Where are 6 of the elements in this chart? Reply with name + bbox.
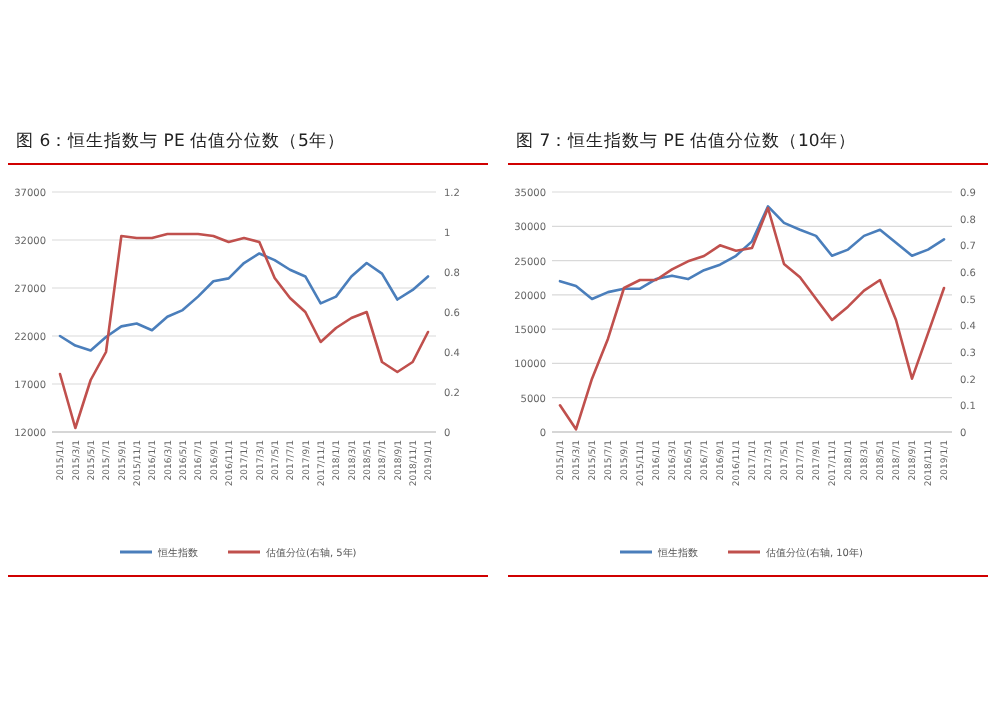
chart-title: 图 6：恒生指数与 PE 估值分位数（5年） xyxy=(16,130,345,152)
line-series xyxy=(558,206,946,431)
line-series xyxy=(558,205,946,301)
line-series xyxy=(58,252,430,352)
chart-title: 图 7：恒生指数与 PE 估值分位数（10年） xyxy=(516,130,856,152)
line-series xyxy=(58,232,430,430)
